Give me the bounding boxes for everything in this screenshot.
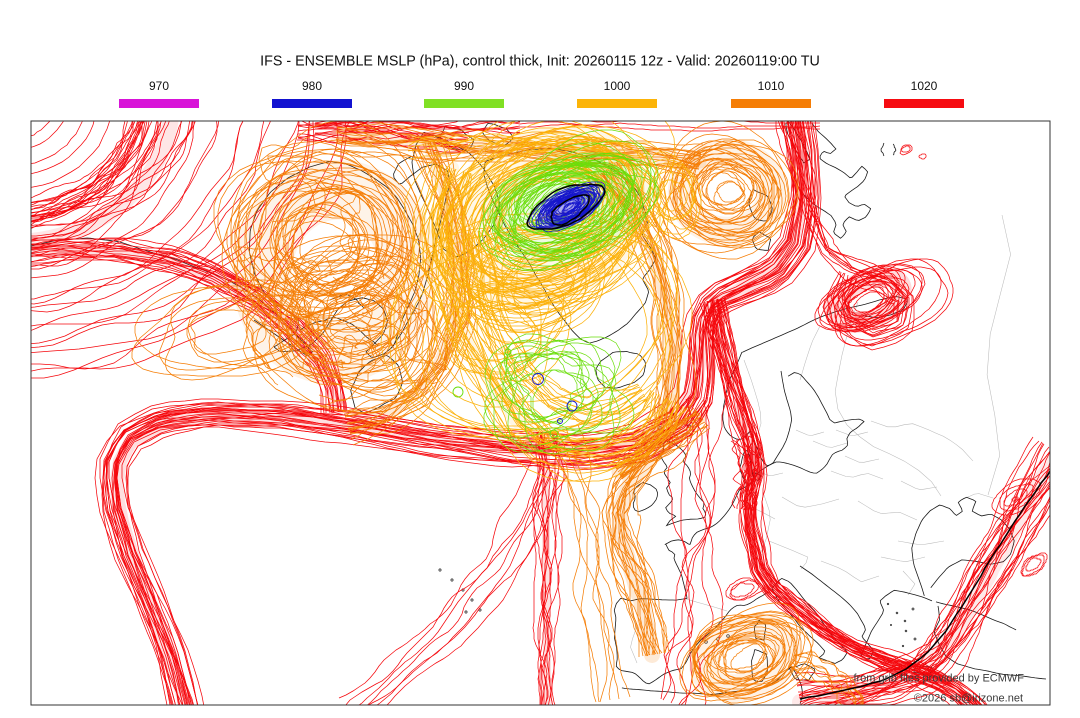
svg-text:990: 990 [454, 79, 474, 93]
svg-text:©2026 sb@irizone.net: ©2026 sb@irizone.net [914, 693, 1023, 705]
svg-text:970: 970 [149, 79, 169, 93]
svg-text:from grib files provided by EC: from grib files provided by ECMWF [853, 673, 1024, 685]
svg-text:1000: 1000 [604, 79, 631, 93]
svg-text:1020: 1020 [911, 79, 938, 93]
svg-text:1010: 1010 [758, 79, 785, 93]
svg-text:980: 980 [302, 79, 322, 93]
svg-text:IFS - ENSEMBLE MSLP (hPa), con: IFS - ENSEMBLE MSLP (hPa), control thick… [260, 54, 820, 70]
